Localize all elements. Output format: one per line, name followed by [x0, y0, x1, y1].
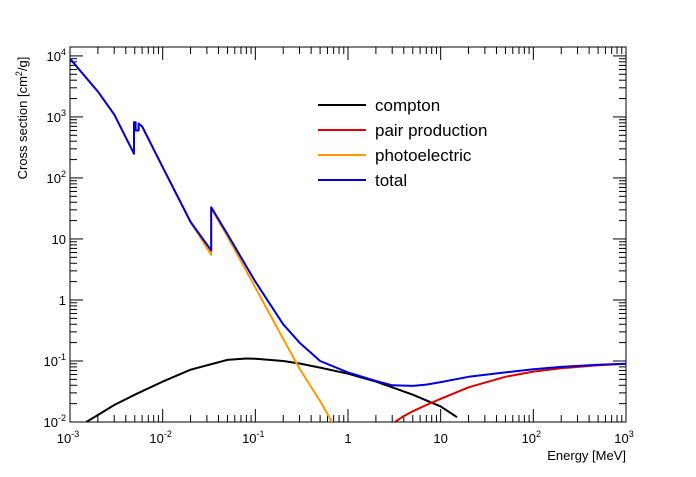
y-tick-label: 102 — [47, 169, 66, 186]
legend-label: photoelectric — [375, 146, 472, 165]
x-tick-label: 10 — [433, 431, 447, 446]
series-line-compton — [85, 357, 458, 422]
y-tick-label: 1 — [59, 293, 66, 308]
y-axis-ticks — [70, 55, 626, 423]
series-lines — [70, 58, 626, 422]
plot-frame — [69, 46, 627, 423]
y-tick-label: 10-1 — [44, 352, 66, 369]
x-axis-ticks — [69, 47, 627, 422]
y-tick-label: 103 — [47, 108, 66, 125]
legend-label: pair production — [375, 121, 487, 140]
y-axis-label-superscript: 2 — [14, 71, 24, 76]
y-axis-tick-labels: 10-2 10-1 1 10 102 103 104 — [44, 47, 66, 430]
x-tick-label: 10-3 — [57, 429, 79, 446]
series-line-total — [70, 58, 626, 387]
y-axis-label: Cross section [cm2/g] — [14, 57, 30, 180]
legend: compton pair production photoelectric total — [318, 96, 487, 190]
y-axis-label-tail: /g] — [15, 57, 30, 71]
x-tick-label: 10-1 — [242, 429, 264, 446]
x-tick-label: 102 — [522, 429, 541, 446]
y-axis-label-base: Cross section [cm — [15, 76, 30, 179]
x-tick-label: 10-2 — [149, 429, 171, 446]
series-line-pair-production — [394, 362, 626, 422]
x-tick-label: 103 — [614, 429, 633, 446]
series-line-photoelectric — [70, 58, 334, 422]
y-tick-label: 10-2 — [44, 413, 66, 430]
x-axis-tick-labels: 10-3 10-2 10-1 1 10 102 103 — [57, 429, 634, 446]
y-tick-label: 104 — [47, 47, 66, 64]
x-tick-label: 1 — [344, 431, 351, 446]
legend-label: total — [375, 171, 407, 190]
x-axis-label: Energy [MeV] — [547, 448, 626, 463]
y-tick-label: 10 — [52, 232, 66, 247]
legend-label: compton — [375, 96, 440, 115]
